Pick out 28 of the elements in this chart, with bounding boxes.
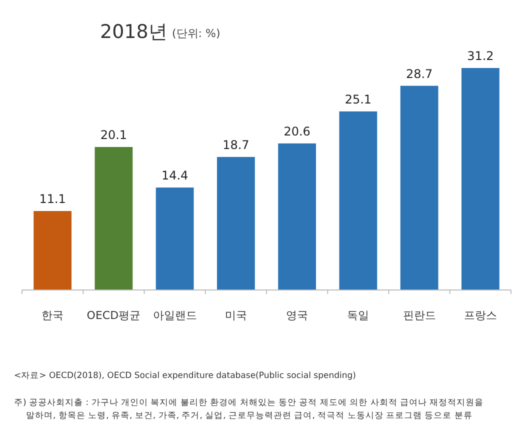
- bar: [216, 156, 255, 290]
- data-label: 25.1: [344, 92, 372, 106]
- x-tick-label: OECD평균: [86, 309, 141, 322]
- bar: [94, 146, 133, 290]
- x-tick-label: 한국: [42, 309, 64, 322]
- data-label: 11.1: [39, 192, 66, 206]
- bar: [278, 143, 316, 290]
- data-label: 28.7: [406, 66, 433, 81]
- x-tick-label: 미국: [224, 309, 247, 322]
- x-tick-label: 프랑스: [464, 309, 497, 322]
- data-label: 20.1: [100, 128, 128, 142]
- x-tick-label: 영국: [286, 309, 308, 322]
- text: <자료> OECD(2018), OECD Social expenditure database(Public social spending): [14, 371, 356, 381]
- bar: [461, 68, 500, 290]
- data-label: 20.6: [284, 124, 310, 138]
- chart-title: 2018년: [100, 21, 168, 43]
- data-label: 14.4: [161, 168, 188, 183]
- data-label: 18.7: [222, 138, 250, 152]
- x-tick-label: 핀란드: [402, 309, 436, 322]
- x-tick-label: 아일랜드: [152, 309, 197, 322]
- bar: [156, 188, 194, 290]
- bar: [339, 111, 378, 290]
- x-tick-label: 독일: [347, 309, 370, 322]
- chart-subtitle: (단위: %): [172, 27, 220, 40]
- bar: [34, 211, 72, 290]
- data-label: 31.2: [467, 49, 494, 63]
- text: 주) 공공사회지출 : 가구나 개인이 복지에 불리한 환경에 처해있는 동안 공적 제도에 의한 사회적 급여나 재정적지원을 말하며, 항목은 노령, 유족, 보건, 가족, 주거, 실업, 근로무능력관련 급여, 적극적 노동시장 프로그램 등으로 분류: [14, 398, 484, 421]
- bar: [400, 86, 438, 290]
